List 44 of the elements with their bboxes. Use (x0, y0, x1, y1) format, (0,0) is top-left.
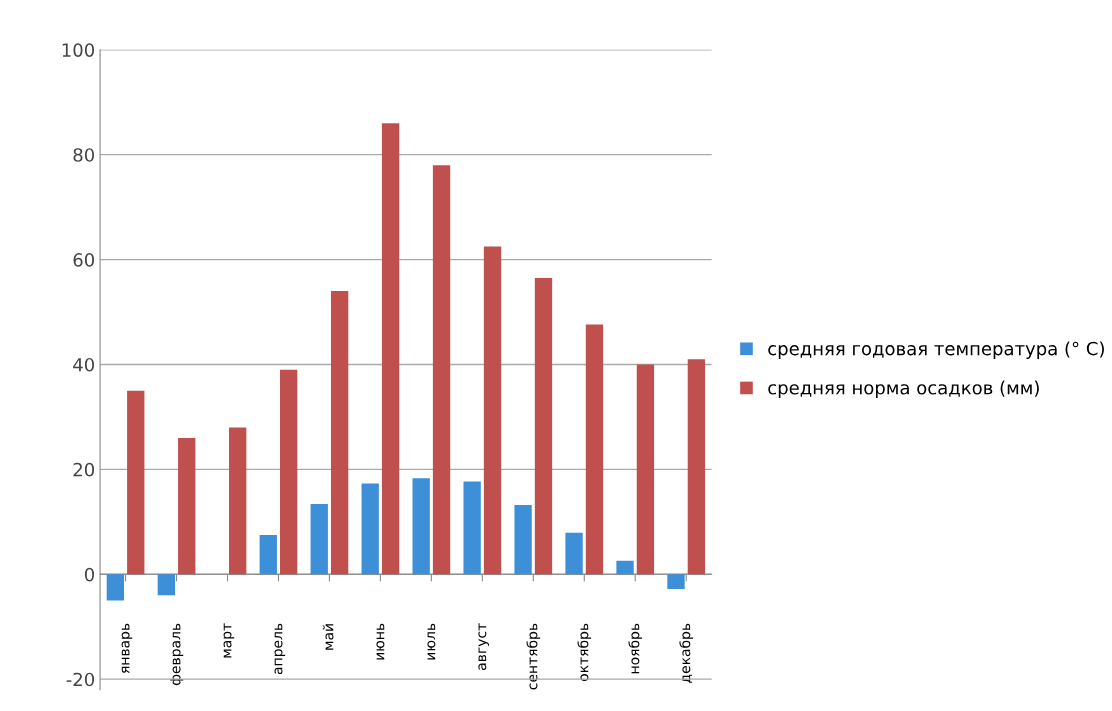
bar (432, 165, 451, 575)
y-tick-label: 100 (62, 43, 95, 57)
bar (534, 277, 553, 575)
bar (157, 574, 175, 596)
bar (178, 437, 196, 575)
x-tick-label: март (223, 623, 235, 658)
bar (412, 478, 430, 575)
bar (381, 123, 400, 575)
y-tick-label: 80 (73, 148, 95, 162)
x-tick-label: декабрь (679, 623, 694, 683)
bar (361, 483, 379, 575)
bar (514, 505, 532, 575)
bar (483, 246, 502, 575)
legend-label: средняя годовая температура (° C) (768, 341, 1104, 359)
y-tick-label: 20 (73, 462, 95, 477)
bar (106, 574, 125, 601)
bar (310, 503, 328, 575)
bar (279, 369, 298, 575)
bar (330, 291, 349, 575)
bar (463, 481, 481, 575)
x-tick-label: октябрь (577, 623, 592, 682)
bar (565, 532, 583, 575)
y-tick-label: 0 (84, 567, 95, 582)
x-tick-label: февраль (170, 623, 184, 686)
bar (259, 534, 277, 575)
legend-label: средняя норма осадков (мм) (768, 380, 1039, 399)
bar (127, 390, 145, 575)
x-tick-label: май (322, 624, 334, 650)
x-tick-label: апрель (274, 623, 286, 675)
y-tick-label: 40 (73, 357, 95, 372)
x-tick-label: январь (121, 623, 133, 674)
x-tick-label: июль (427, 623, 436, 660)
y-tick-label: -20 (66, 672, 95, 687)
x-tick-label: август (478, 623, 490, 670)
bar (585, 324, 604, 575)
bar (616, 560, 634, 575)
x-tick-label: ноябрь (628, 623, 643, 674)
y-tick-label: 60 (73, 253, 95, 267)
bar (229, 427, 247, 575)
x-tick-label: июнь (376, 623, 385, 660)
bar (687, 359, 706, 575)
x-tick-label: сентябрь (526, 623, 541, 690)
bar (636, 364, 655, 575)
bar (667, 574, 685, 589)
